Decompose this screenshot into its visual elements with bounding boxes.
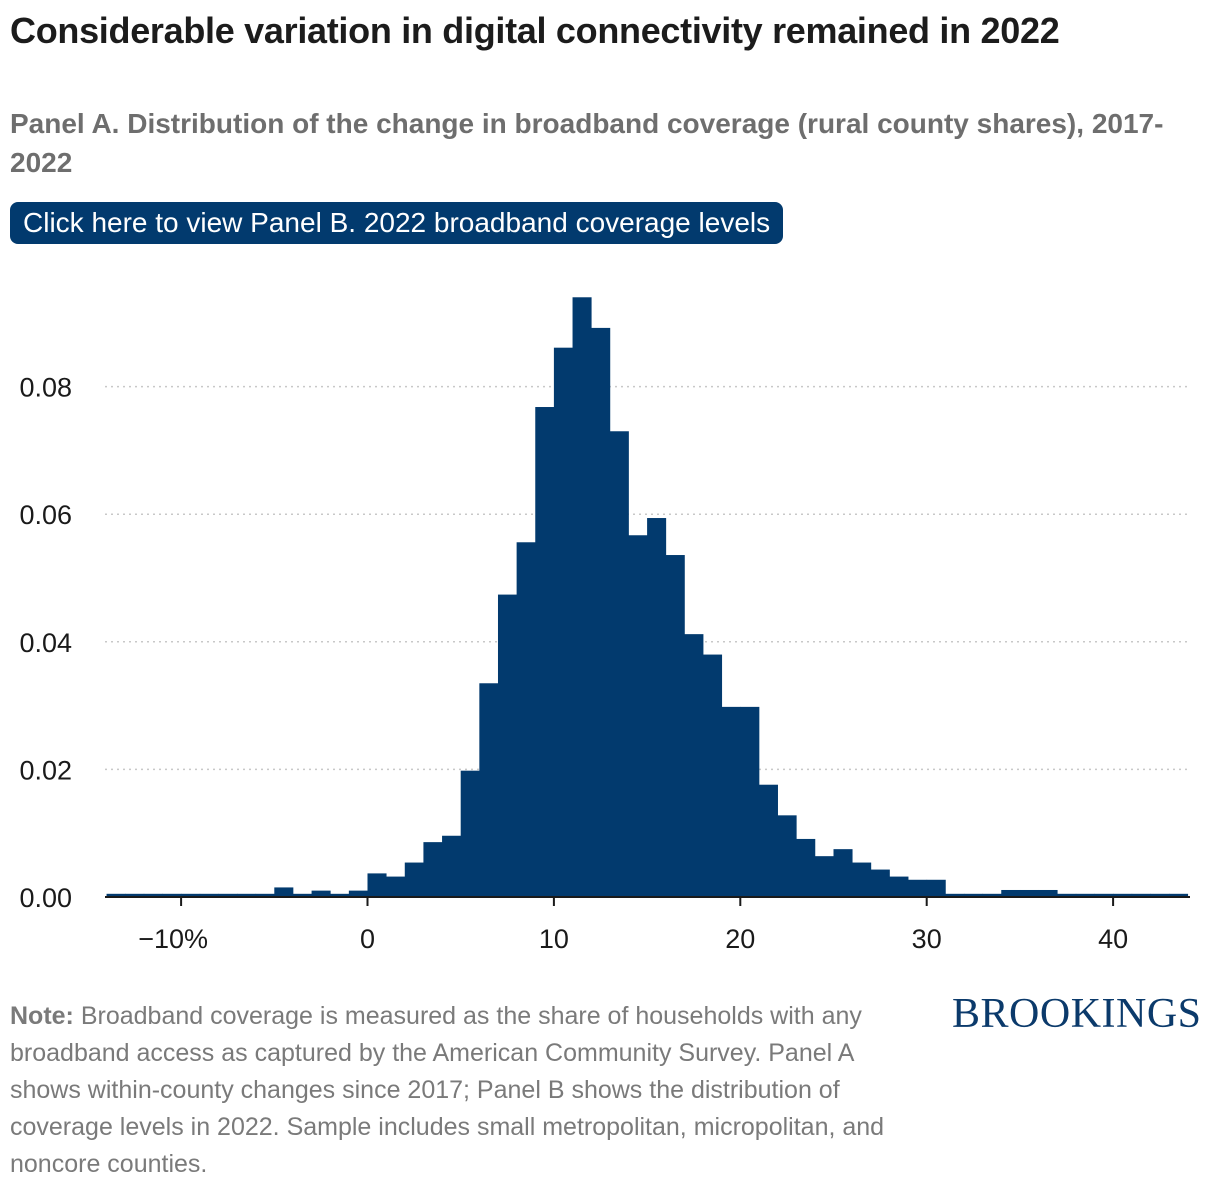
histogram-bar — [908, 879, 928, 897]
histogram-bar — [777, 815, 797, 897]
histogram-bar — [479, 683, 499, 897]
y-tick-label: 0.00 — [19, 883, 72, 913]
y-tick-label: 0.04 — [19, 628, 72, 658]
axes — [105, 896, 1190, 906]
histogram-bar — [553, 347, 573, 897]
brookings-logo: BROOKINGS — [952, 991, 1202, 1037]
histogram-bar — [665, 555, 685, 897]
histogram-bar — [125, 893, 145, 897]
histogram-bar — [609, 431, 629, 897]
histogram-bar — [591, 327, 611, 897]
x-tick-label: 30 — [912, 924, 942, 954]
x-tick-label: 40 — [1098, 924, 1128, 954]
histogram-bar — [628, 535, 648, 897]
y-tick-label: 0.08 — [19, 373, 72, 403]
histogram-bar — [460, 770, 480, 897]
histogram-bar — [442, 835, 462, 897]
histogram-bar — [516, 542, 536, 897]
histogram-bar — [1057, 893, 1077, 897]
histogram-bar — [852, 862, 872, 897]
histogram-bar — [311, 890, 331, 897]
y-tick-label: 0.02 — [19, 755, 72, 785]
histogram-bars — [106, 297, 1189, 897]
histogram-bar — [330, 893, 350, 897]
histogram-bar — [237, 893, 257, 897]
x-tick-label: −10% — [138, 924, 208, 954]
chart-title: Considerable variation in digital connec… — [10, 10, 1060, 51]
histogram-bar — [367, 873, 387, 897]
y-tick-labels: 0.00 0.02 0.04 0.06 0.08 — [19, 373, 72, 913]
histogram-bar — [684, 634, 704, 897]
y-tick-label: 0.06 — [19, 500, 72, 530]
histogram-bar — [870, 869, 890, 897]
histogram-bar — [926, 879, 946, 897]
x-tick-label: 20 — [725, 924, 755, 954]
histogram-bar — [218, 893, 238, 897]
histogram-bar — [348, 890, 368, 897]
histogram-bar — [1113, 893, 1133, 897]
histogram-bar — [1001, 889, 1021, 897]
histogram-bar — [703, 654, 723, 897]
note-label: Note: — [10, 1002, 74, 1030]
view-panel-b-button[interactable]: Click here to view Panel B. 2022 broadba… — [10, 202, 784, 244]
note-text: Broadband coverage is measured as the sh… — [10, 1002, 885, 1178]
histogram-bar — [1131, 893, 1151, 897]
x-tick-labels: −10% 0 10 20 30 40 — [138, 924, 1128, 954]
histogram-bar — [1019, 889, 1039, 897]
chart-note: Note: Broadband coverage is measured as … — [10, 998, 890, 1183]
histogram-bar — [982, 893, 1002, 897]
histogram-bar — [1038, 889, 1058, 897]
histogram-bar — [162, 893, 182, 897]
histogram-bar — [255, 893, 275, 897]
histogram-bar — [292, 893, 312, 897]
histogram-bar — [386, 876, 406, 897]
histogram-bar — [721, 706, 741, 897]
histogram-bar — [274, 887, 294, 897]
histogram-bar — [572, 297, 592, 897]
histogram-bar — [1150, 893, 1170, 897]
x-tick-label: 0 — [360, 924, 375, 954]
histogram-bar — [647, 518, 667, 897]
histogram-bar — [143, 893, 163, 897]
x-tick-label: 10 — [539, 924, 569, 954]
histogram-bar — [814, 856, 834, 897]
histogram-bar — [181, 893, 201, 897]
histogram-bar — [889, 876, 909, 897]
histogram-bar — [963, 893, 984, 897]
histogram-bar — [535, 407, 555, 897]
histogram-chart: 0.00 0.02 0.04 0.06 0.08 −10% 0 10 20 30 40 — [19, 297, 1190, 954]
histogram-bar — [945, 893, 965, 897]
histogram-bar — [796, 838, 816, 897]
histogram-bar — [740, 706, 760, 897]
histogram-bar — [833, 849, 853, 897]
histogram-bar — [106, 893, 126, 897]
grid-lines — [105, 385, 1190, 771]
histogram-bar — [423, 842, 443, 897]
histogram-bar — [404, 862, 424, 897]
histogram-bar — [1169, 893, 1189, 897]
histogram-bar — [497, 594, 518, 897]
histogram-bar — [199, 893, 219, 897]
histogram-bar — [1094, 893, 1114, 897]
chart-subtitle: Panel A. Distribution of the change in b… — [10, 108, 1164, 178]
histogram-bar — [758, 784, 778, 897]
histogram-bar — [1075, 893, 1095, 897]
